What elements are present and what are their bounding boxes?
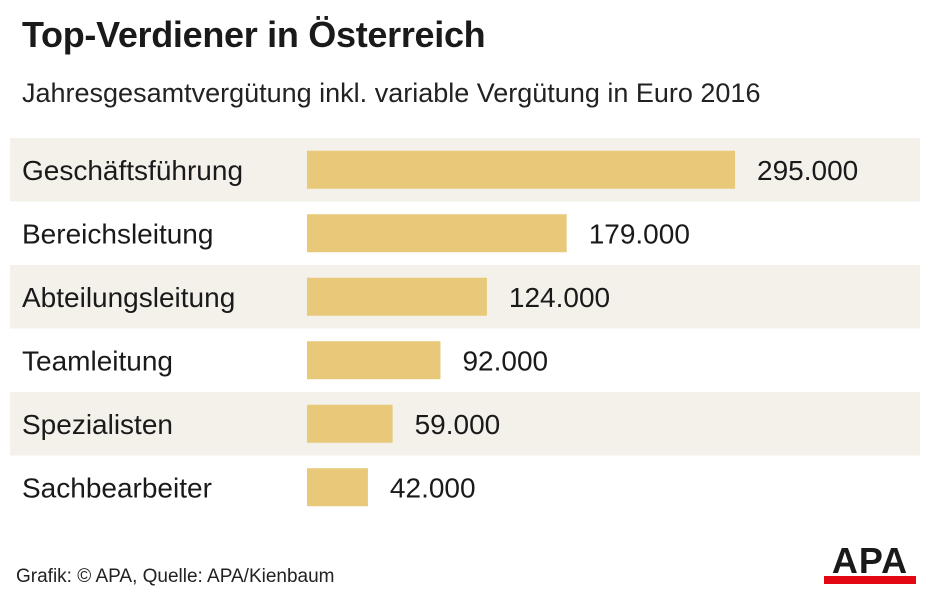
category-label-spezialisten: Spezialisten (22, 409, 173, 440)
apa-logo-text: APA (831, 540, 909, 581)
apa-logo: APA (820, 540, 920, 591)
bar-teamleitung (307, 341, 441, 380)
value-label-bereichsleitung: 179.000 (589, 218, 690, 249)
bar-spezialisten (307, 404, 393, 443)
value-label-geschaftsfuhrung: 295.000 (757, 155, 858, 186)
category-label-sachbearbeiter: Sachbearbeiter (22, 472, 212, 503)
bar-bereichsleitung (307, 214, 567, 253)
category-label-teamleitung: Teamleitung (22, 345, 173, 376)
category-label-abteilungsleitung: Abteilungsleitung (22, 282, 235, 313)
bar-abteilungsleitung (307, 277, 487, 316)
value-label-spezialisten: 59.000 (415, 409, 501, 440)
value-label-abteilungsleitung: 124.000 (509, 282, 610, 313)
chart-title: Top-Verdiener in Österreich (22, 14, 486, 55)
category-label-bereichsleitung: Bereichsleitung (22, 218, 213, 249)
source-credit: Grafik: © APA, Quelle: APA/Kienbaum (16, 566, 335, 587)
value-label-teamleitung: 92.000 (462, 345, 548, 376)
category-label-geschaftsfuhrung: Geschäftsführung (22, 155, 243, 186)
apa-logo-red-bar (824, 576, 916, 584)
value-label-sachbearbeiter: 42.000 (390, 472, 476, 503)
row-stripe-spezialisten (10, 392, 920, 456)
chart-subtitle: Jahresgesamtvergütung inkl. variable Ver… (22, 78, 761, 108)
bar-sachbearbeiter (307, 468, 368, 507)
bar-geschaftsfuhrung (307, 150, 735, 189)
